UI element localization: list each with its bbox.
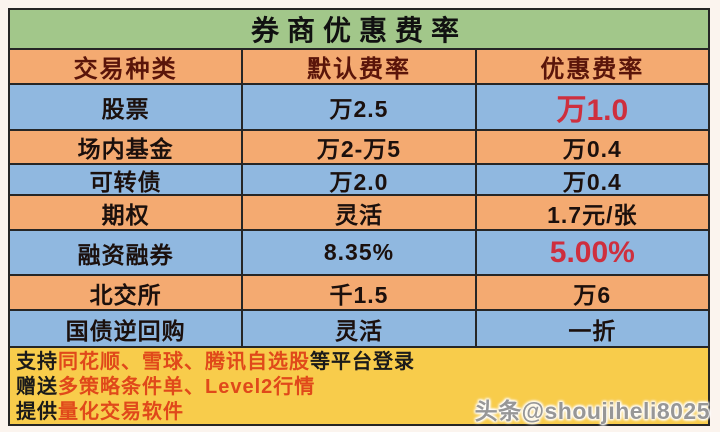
cell-type: 国债逆回购 [10, 311, 244, 346]
rate-table: 券商优惠费率 交易种类 默认费率 优惠费率 股票 万2.5 万1.0 场内基金 … [8, 8, 710, 426]
column-header-type: 交易种类 [10, 50, 244, 83]
cell-default-rate: 8.35% [243, 231, 477, 274]
cell-discount-rate: 万6 [573, 281, 612, 308]
cell-type: 可转债 [10, 165, 244, 195]
table-row-convertible-bond: 可转债 万2.0 万0.4 [10, 165, 708, 196]
footer-text: 等平台登录 [310, 351, 415, 373]
footer-highlight: 多策略条件单、Level2行情 [58, 376, 316, 398]
page-title: 券商优惠费率 [250, 15, 467, 46]
footer-line-software: 提供量化交易软件 [16, 400, 708, 425]
table-row-reverse-repo: 国债逆回购 灵活 一折 [10, 311, 708, 348]
table-row-bse: 北交所 千1.5 万6 [10, 276, 708, 311]
cell-discount-rate: 万0.4 [562, 136, 622, 162]
cell-discount-rate-highlight: 5.00% [549, 235, 635, 269]
table-header-row: 交易种类 默认费率 优惠费率 [10, 50, 708, 85]
cell-discount-rate: 万0.4 [562, 168, 622, 195]
cell-default-rate: 灵活 [243, 196, 477, 229]
cell-discount-rate: 一折 [568, 317, 617, 344]
footer-notes: 支持同花顺、雪球、腾讯自选股等平台登录 赠送多策略条件单、Level2行情 提供… [10, 348, 708, 424]
footer-text: 支持 [16, 351, 58, 373]
table-row-options: 期权 灵活 1.7元/张 [10, 196, 708, 231]
footer-line-gifts: 赠送多策略条件单、Level2行情 [16, 375, 708, 400]
table-row-stocks: 股票 万2.5 万1.0 [10, 85, 708, 131]
footer-text: 赠送 [16, 376, 58, 398]
cell-default-rate: 万2.5 [243, 85, 477, 129]
footer-text: 提供 [16, 401, 58, 423]
cell-default-rate: 万2.0 [243, 165, 477, 195]
table-row-margin-trading: 融资融券 8.35% 5.00% [10, 231, 708, 276]
table-row-etf: 场内基金 万2-万5 万0.4 [10, 131, 708, 165]
footer-line-platforms: 支持同花顺、雪球、腾讯自选股等平台登录 [16, 350, 708, 375]
footer-highlight: 同花顺、雪球、腾讯自选股 [58, 351, 310, 373]
cell-type: 北交所 [10, 276, 244, 309]
footer-lines: 支持同花顺、雪球、腾讯自选股等平台登录 赠送多策略条件单、Level2行情 提供… [10, 348, 708, 425]
cell-type: 场内基金 [10, 131, 244, 163]
column-header-default-rate: 默认费率 [243, 50, 477, 83]
cell-type: 股票 [10, 85, 244, 129]
cell-default-rate: 灵活 [243, 311, 477, 346]
cell-type: 期权 [10, 196, 244, 229]
cell-discount-rate-highlight: 万1.0 [556, 94, 629, 127]
cell-discount-rate: 1.7元/张 [547, 201, 638, 228]
footer-highlight: 量化交易软件 [58, 401, 184, 423]
table-title-row: 券商优惠费率 [10, 10, 708, 50]
column-header-discount-rate: 优惠费率 [540, 56, 645, 83]
toutiao-watermark: 头条@shoujiheli8025 [474, 398, 710, 424]
cell-type: 融资融券 [10, 231, 244, 274]
cell-default-rate: 千1.5 [243, 276, 477, 309]
cell-default-rate: 万2-万5 [243, 131, 477, 163]
